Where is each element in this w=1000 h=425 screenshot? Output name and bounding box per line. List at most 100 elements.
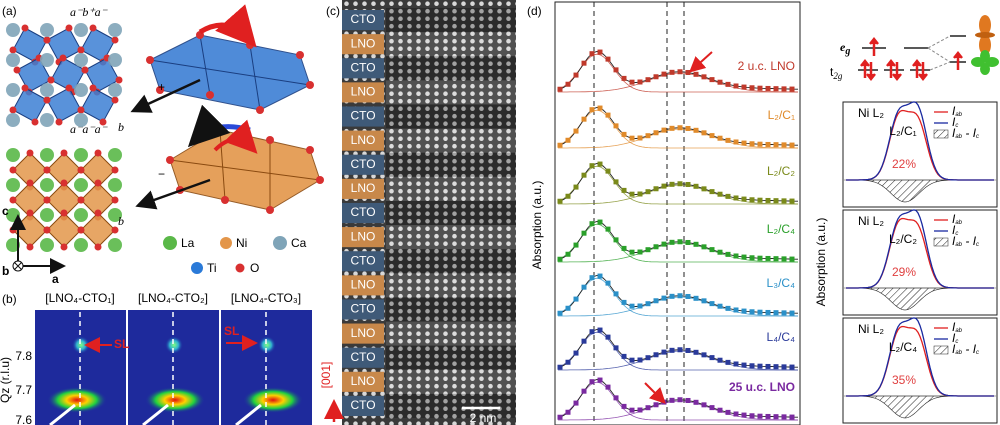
marker: [701, 352, 707, 358]
layer-box: [342, 371, 384, 392]
legend-label: Iab - Ic: [952, 126, 979, 140]
layer-band: [386, 273, 516, 298]
marker: [765, 255, 771, 261]
layer-label: CTO: [350, 205, 375, 219]
legend-label: I: [952, 320, 956, 334]
oxygen: [43, 196, 51, 204]
marker: [605, 280, 611, 286]
layer-band: [386, 176, 516, 201]
axis-label: Absorption (a.u.): [530, 181, 544, 270]
oxygen: [316, 176, 324, 184]
marker: [565, 305, 571, 311]
oxygen: [296, 51, 304, 59]
marker: [709, 133, 715, 139]
marker: [765, 85, 771, 91]
a-site: [40, 148, 54, 162]
marker: [757, 197, 763, 203]
layer-label: LNO: [351, 326, 376, 340]
layer-label: CTO: [350, 109, 375, 123]
marker: [645, 77, 651, 83]
legend-label: La: [181, 236, 195, 250]
legend-label: O: [250, 261, 259, 275]
oxygen: [266, 206, 274, 214]
layer-box: [342, 299, 384, 320]
marker: [781, 142, 787, 148]
marker: [725, 137, 731, 143]
layer-label: CTO: [350, 60, 375, 74]
marker: [725, 305, 731, 311]
marker: [693, 399, 699, 405]
marker: [733, 361, 739, 367]
a-site: [40, 178, 54, 192]
marker: [605, 112, 611, 118]
marker: [589, 221, 595, 227]
marker: [717, 135, 723, 141]
marker: [661, 241, 667, 247]
marker: [613, 179, 619, 185]
marker: [613, 67, 619, 73]
legend-swatch: [933, 237, 949, 247]
map-title: [LNO₄-CTO₁]: [45, 291, 114, 305]
marker: [765, 141, 771, 147]
legend-label: ab: [955, 134, 962, 140]
a-site: [74, 23, 88, 37]
layer-band: [386, 321, 516, 346]
marker: [725, 409, 731, 415]
oxygen: [60, 209, 68, 217]
plot-frame: [554, 1, 801, 425]
marker: [565, 251, 571, 257]
oxygen: [111, 226, 119, 234]
legend-label: Iab: [952, 212, 963, 226]
difference-area: [859, 179, 951, 203]
marker: [621, 245, 627, 251]
legend-label: Ti: [207, 261, 217, 275]
oxygen: [256, 106, 264, 114]
oxygen: [21, 24, 29, 32]
marker: [709, 301, 715, 307]
level-label: 2g: [833, 71, 843, 81]
marker: [557, 86, 563, 92]
legend-swatch: [933, 345, 949, 355]
marker: [773, 414, 779, 420]
marker: [621, 75, 627, 81]
marker: [557, 198, 563, 204]
marker: [749, 85, 755, 91]
a-site: [108, 148, 122, 162]
marker: [653, 298, 659, 304]
octahedra-top: [6, 23, 123, 127]
marker: [669, 181, 675, 187]
marker: [645, 355, 651, 361]
marker: [685, 239, 691, 245]
marker: [677, 293, 683, 299]
marker: [645, 301, 651, 307]
legend-label: ab: [955, 220, 962, 226]
panel-a: (a) a⁻b⁺a⁻ a⁻a⁻a⁻ + − b b c b a La Ni Ca…: [2, 4, 324, 286]
curve-iab: [846, 217, 994, 289]
oxygen: [156, 86, 164, 94]
oxygen: [47, 76, 55, 84]
layer-box: [342, 323, 384, 344]
edge-label: Ni L₂: [858, 322, 884, 336]
oxygen: [94, 149, 102, 157]
oxygen: [77, 46, 85, 54]
marker: [589, 163, 595, 169]
marker: [717, 79, 723, 85]
marker: [597, 49, 603, 55]
oxygen: [166, 156, 174, 164]
axis-label: a: [52, 272, 59, 286]
oxygen: [94, 179, 102, 187]
legend-swatch: [273, 236, 287, 250]
a-site: [6, 53, 20, 67]
ratio-label: 29%: [892, 265, 916, 279]
marker: [749, 197, 755, 203]
legend-label: - I: [962, 342, 977, 356]
streak: [49, 403, 76, 425]
marker: [661, 295, 667, 301]
marker: [749, 141, 755, 147]
marker: [605, 384, 611, 390]
a-site: [6, 148, 20, 162]
marker: [565, 193, 571, 199]
marker: [597, 273, 603, 279]
marker: [669, 125, 675, 131]
oxygen: [13, 66, 21, 74]
